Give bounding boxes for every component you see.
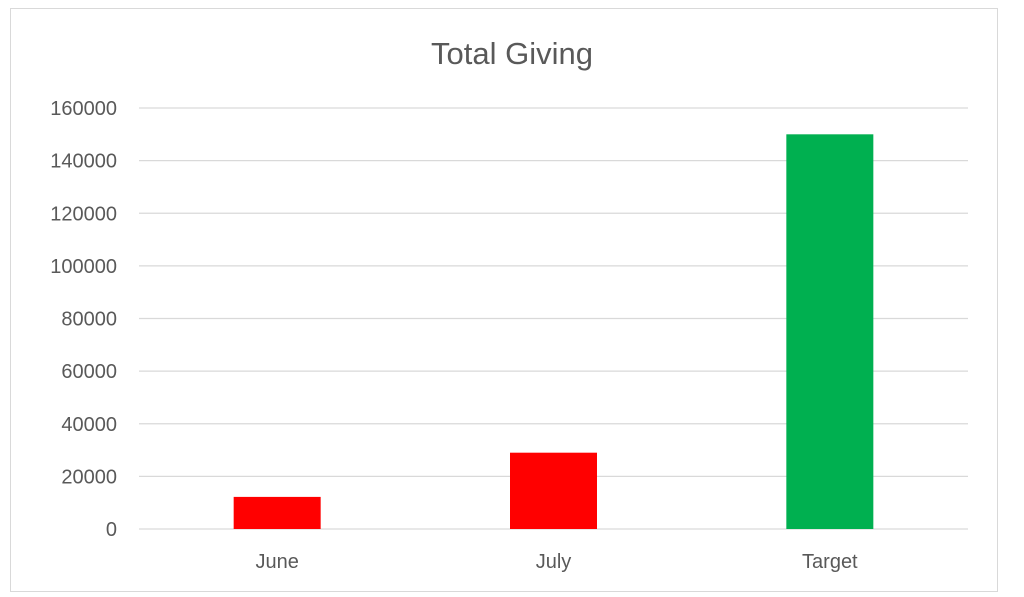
bars [233, 134, 874, 529]
x-axis-ticks: June July Target [255, 551, 858, 573]
y-tick-label: 60000 [61, 361, 117, 383]
y-tick-label: 140000 [50, 151, 117, 173]
x-tick-label: July [536, 551, 572, 573]
y-tick-label: 80000 [61, 309, 117, 331]
x-tick-label: June [255, 551, 298, 573]
chart-title: Total Giving [431, 36, 593, 71]
y-tick-label: 100000 [50, 256, 117, 278]
bar-july [510, 452, 597, 529]
y-tick-label: 20000 [61, 466, 117, 488]
bar-june [233, 496, 321, 529]
y-tick-label: 40000 [61, 414, 117, 436]
y-tick-label: 160000 [50, 98, 117, 120]
y-axis-ticks: 0 20000 40000 60000 80000 100000 120000 140000 1… [50, 98, 117, 541]
x-tick-label: Target [802, 551, 858, 573]
y-tick-label: 120000 [50, 203, 117, 225]
bar-target [786, 134, 874, 529]
y-tick-label: 0 [106, 519, 117, 541]
